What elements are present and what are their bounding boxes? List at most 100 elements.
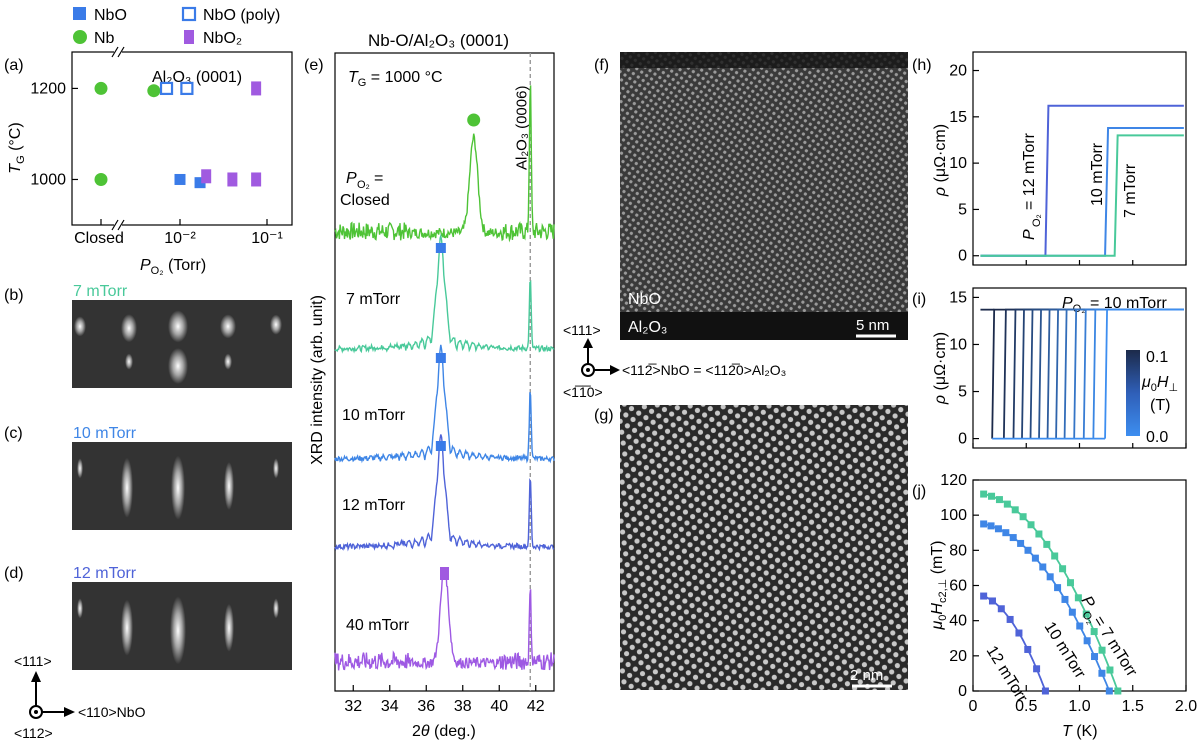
panel-label-e: (e) [304, 57, 324, 74]
h-label-12: = 12 mTorr [1021, 132, 1038, 210]
a-xtick-label-2: 10⁻¹ [251, 230, 283, 247]
i-ytick-label-3: 15 [949, 289, 967, 306]
legend-nb-label: Nb [94, 30, 115, 47]
stem-axes: <111> <1̅1̅0> <112̅>NbO = <112̅0>Al₂O₃ [563, 322, 786, 400]
legend-nb-marker [73, 30, 87, 44]
a-xtick-label-1: 10⁻² [164, 230, 196, 247]
rheed-b-streak-3 [220, 314, 236, 339]
j-point-0-12 [1074, 594, 1082, 602]
h-series-1 [980, 126, 1184, 257]
j-xtick-label-0: 0 [969, 698, 978, 715]
j-point-1-0 [980, 520, 988, 528]
j-point-0-7 [1035, 530, 1043, 538]
j-point-1-14 [1083, 637, 1091, 645]
j-label-7: = 7 mTorr [1090, 613, 1141, 680]
legend-nbo-poly-marker [181, 6, 197, 22]
h-ytick-label-0: 0 [958, 248, 967, 265]
j-point-1-6 [1024, 546, 1032, 554]
j-point-1-13 [1076, 622, 1084, 630]
panel-a-marks: 1000 1200 Closed 10⁻² 10⁻¹ [30, 46, 283, 247]
e-xtick-label-3: 38 [454, 698, 472, 715]
a-ytick-label-0: 1000 [30, 171, 66, 188]
rheed-axis-right-label: <110>NbO [78, 704, 146, 720]
j-point-1-17 [1105, 687, 1113, 695]
stem-axis-out-dot [586, 368, 590, 372]
j-point-1-3 [1002, 529, 1010, 537]
j-label-7-sub: O₂ [1079, 609, 1096, 626]
j-ytick-label-2: 40 [949, 613, 967, 630]
rheed-c-label: 10 mTorr [73, 425, 137, 442]
a-xbreak-gap [114, 220, 122, 230]
panel-g: 2 nm [620, 405, 908, 690]
panel-e-title: TG = 1000 °C [348, 69, 443, 89]
rheed-d-label: 12 mTorr [73, 565, 137, 582]
stem-axis-right-head [610, 365, 620, 375]
rheed-b-streak-4 [270, 314, 282, 335]
h-ytick-label-1: 5 [958, 201, 967, 218]
rheed-c-streak-1 [171, 455, 185, 520]
stem-f-label-al2o3: Al₂O₃ [628, 319, 667, 336]
rheed-axes: <111> <112> <110>NbO [14, 653, 146, 741]
e-label-10: 10 mTorr [342, 407, 406, 424]
j-point-2-7 [1041, 687, 1049, 695]
rheed-axis-out-dot [34, 710, 38, 714]
legend-nbo2-marker [184, 30, 194, 44]
panel-i-marks: 0 5 10 15 [949, 289, 1187, 448]
j-point-1-1 [987, 522, 995, 530]
h-series-2 [980, 134, 1184, 257]
j-point-0-5 [1019, 513, 1027, 521]
j-point-0-15 [1098, 646, 1106, 654]
a-point-nbo--0 [201, 169, 212, 184]
e-marker-1 [435, 243, 446, 253]
i-series-12 [1104, 308, 1184, 439]
rheed-c-streak-2 [224, 462, 234, 510]
e-xtick-label-4: 40 [490, 698, 508, 715]
j-point-1-2 [994, 525, 1002, 533]
e-xtick-label-1: 34 [381, 698, 399, 715]
e-label-12: 12 mTorr [342, 497, 406, 514]
rheed-d-streak-1 [170, 596, 186, 665]
stem-f-scale-label: 5 nm [856, 317, 889, 334]
panel-i-title: PO₂ = 10 mTorr [1062, 295, 1168, 315]
a-point-nbo-poly--0 [159, 81, 174, 96]
e-substrate-label: Al₂O₃ (0006) [513, 86, 530, 170]
panel-d: 12 mTorr [72, 565, 292, 670]
e-xtick-label-0: 32 [344, 698, 362, 715]
j-point-0-3 [1003, 500, 1011, 508]
rheed-axis-up-head [31, 671, 41, 682]
colorbar-label-unit: (T) [1150, 397, 1170, 414]
panel-h-marks: 0 5 10 15 20 P O₂ = 12 mTorr 10 mTorr 7 mTorr [949, 63, 1187, 265]
j-point-1-10 [1054, 584, 1062, 592]
rheed-d-streak-0 [121, 599, 133, 656]
j-xtick-label-1: 0.5 [1015, 698, 1037, 715]
panel-e-marks: 32 34 36 38 40 42 Al₂O₃ (0006) P O₂ = Closed 7 mTor… [334, 53, 555, 715]
j-point-0-10 [1059, 565, 1067, 573]
j-ytick-label-4: 80 [949, 542, 967, 559]
j-point-0-8 [1043, 540, 1051, 548]
j-point-1-16 [1098, 669, 1106, 677]
a-point-nbo--2 [251, 172, 262, 187]
e-marker-2 [435, 353, 446, 363]
a-point-nbo-0 [174, 173, 186, 185]
j-point-2-6 [1033, 665, 1041, 673]
j-point-1-4 [1009, 534, 1017, 542]
a-point-nbo-poly--1 [180, 81, 194, 96]
j-point-1-11 [1061, 595, 1069, 603]
e-series-2 [334, 344, 555, 464]
e-xtick-label-2: 36 [417, 698, 435, 715]
stem-axis-right-label: <112̅>NbO = <112̅0>Al₂O₃ [622, 362, 786, 378]
j-ytick-label-6: 120 [940, 472, 967, 489]
rheed-b-streak-0 [74, 316, 86, 337]
rheed-axis-right-head [64, 707, 75, 717]
e-series-3 [334, 434, 555, 552]
legend: NbO NbO (poly) Nb NbO₂ [73, 6, 280, 47]
colorbar [1126, 350, 1140, 436]
h-label-7: 7 mTorr [1122, 163, 1139, 218]
panel-a-ylabel: TG (°C) [7, 122, 27, 173]
stem-axis-up-head [583, 338, 593, 348]
j-point-1-15 [1091, 653, 1099, 661]
legend-nbo2-label: NbO₂ [203, 30, 242, 47]
stem-f-top-shade [620, 52, 908, 68]
a-point-nb-1 [94, 172, 108, 186]
